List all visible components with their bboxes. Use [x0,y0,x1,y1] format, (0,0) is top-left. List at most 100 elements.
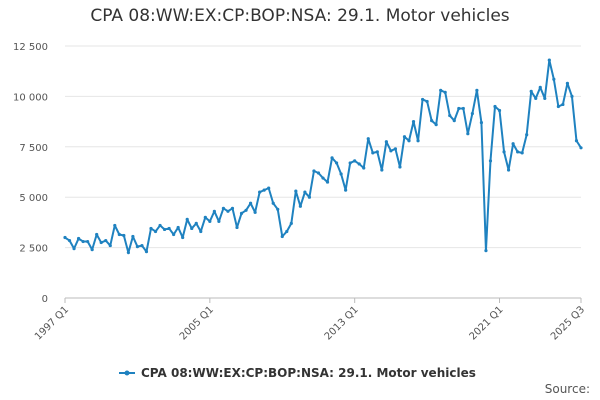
data-point[interactable] [239,211,244,215]
data-point[interactable] [565,81,570,85]
data-point[interactable] [153,229,158,234]
data-point[interactable] [579,146,583,150]
data-point[interactable] [520,151,524,155]
data-point[interactable] [271,201,275,205]
data-point[interactable] [167,226,171,231]
data-point[interactable] [407,139,411,143]
data-point[interactable] [393,147,398,151]
data-point[interactable] [307,195,312,199]
data-point[interactable] [574,139,579,143]
data-point[interactable] [425,99,429,104]
data-point[interactable] [430,118,434,123]
data-point[interactable] [235,225,239,230]
data-point[interactable] [312,169,316,173]
data-point[interactable] [95,232,99,237]
data-point[interactable] [244,208,248,212]
data-point[interactable] [298,204,302,208]
data-point[interactable] [221,206,226,210]
legend-label[interactable]: CPA 08:WW:EX:CP:BOP:NSA: 29.1. Motor veh… [141,366,476,380]
data-point[interactable] [230,206,235,210]
data-point[interactable] [217,219,221,223]
data-point[interactable] [258,190,262,194]
data-point[interactable] [117,232,121,237]
data-point[interactable] [86,239,90,244]
data-point[interactable] [543,96,547,101]
data-point[interactable] [149,226,153,231]
data-point[interactable] [362,166,366,170]
data-point[interactable] [448,113,452,118]
data-point[interactable] [411,120,416,124]
data-point[interactable] [466,132,470,136]
data-point[interactable] [285,229,289,234]
data-point[interactable] [439,88,443,92]
data-point[interactable] [534,96,538,101]
data-point[interactable] [226,209,230,213]
data-point[interactable] [276,207,280,211]
data-point[interactable] [321,176,325,180]
data-point[interactable] [570,94,574,98]
data-point[interactable] [194,221,198,226]
data-point[interactable] [289,221,293,226]
data-point[interactable] [344,188,348,192]
data-point[interactable] [380,168,384,172]
data-point[interactable] [493,104,497,109]
data-point[interactable] [416,139,420,143]
data-point[interactable] [529,89,533,93]
data-point[interactable] [72,247,76,251]
data-point[interactable] [556,104,560,109]
data-point[interactable] [144,250,149,254]
data-point[interactable] [140,243,144,248]
data-point[interactable] [434,123,438,127]
data-point[interactable] [339,172,343,176]
data-point[interactable] [497,108,502,113]
data-point[interactable] [443,90,447,94]
data-point[interactable] [316,171,321,175]
data-point[interactable] [538,85,542,89]
data-point[interactable] [280,234,284,239]
data-point[interactable] [172,232,176,237]
data-point[interactable] [181,235,185,240]
data-point[interactable] [203,215,207,219]
data-point[interactable] [366,137,370,141]
data-point[interactable] [212,209,216,213]
data-point[interactable] [190,226,194,231]
data-point[interactable] [158,223,162,228]
data-point[interactable] [420,97,425,102]
data-point[interactable] [475,88,479,92]
data-point[interactable] [488,159,493,163]
data-point[interactable] [303,190,307,194]
data-point[interactable] [457,106,461,111]
data-point[interactable] [525,133,529,137]
data-point[interactable] [357,162,361,166]
data-point[interactable] [63,235,67,240]
data-point[interactable] [113,223,117,228]
data-point[interactable] [461,106,465,111]
data-point[interactable] [470,111,474,116]
data-point[interactable] [122,233,126,238]
data-point[interactable] [253,210,257,214]
data-point[interactable] [185,217,189,221]
data-point[interactable] [76,236,81,241]
data-point[interactable] [81,239,85,244]
data-point[interactable] [135,244,140,249]
data-point[interactable] [267,186,271,190]
data-point[interactable] [375,150,379,154]
data-point[interactable] [552,77,556,81]
data-point[interactable] [131,234,135,239]
data-point[interactable] [516,150,520,154]
data-point[interactable] [371,151,375,155]
data-point[interactable] [67,238,72,243]
data-point[interactable] [208,219,212,223]
data-point[interactable] [547,58,551,62]
data-point[interactable] [334,161,339,165]
data-point[interactable] [325,180,330,184]
data-point[interactable] [348,161,352,165]
data-point[interactable] [398,165,402,169]
data-point[interactable] [484,249,488,253]
data-point[interactable] [162,227,167,232]
legend[interactable]: CPA 08:WW:EX:CP:BOP:NSA: 29.1. Motor veh… [119,366,476,380]
data-point[interactable] [99,240,103,245]
data-point[interactable] [561,102,565,107]
data-point[interactable] [90,248,94,252]
data-point[interactable] [502,150,506,154]
